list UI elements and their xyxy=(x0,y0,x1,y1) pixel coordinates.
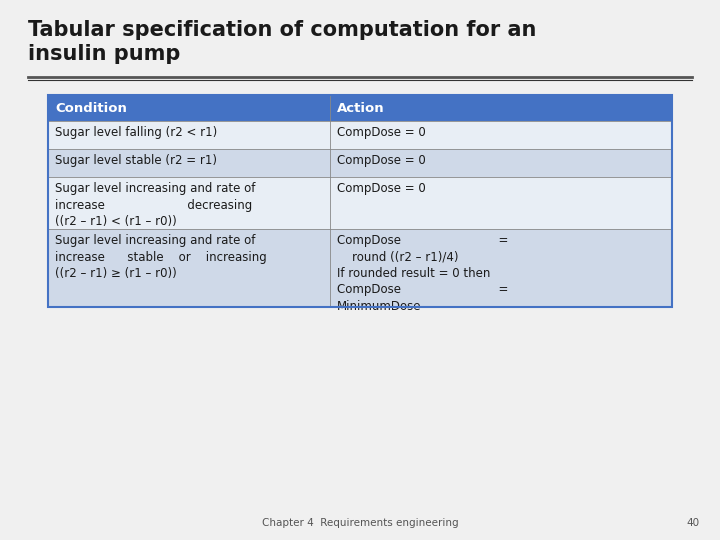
Text: Sugar level falling (r2 < r1): Sugar level falling (r2 < r1) xyxy=(55,126,217,139)
Bar xyxy=(48,121,672,149)
Text: CompDose = 0: CompDose = 0 xyxy=(337,182,426,195)
Text: Tabular specification of computation for an: Tabular specification of computation for… xyxy=(28,20,536,40)
Text: insulin pump: insulin pump xyxy=(28,44,181,64)
Bar xyxy=(48,229,672,307)
Text: Sugar level increasing and rate of
increase      stable    or    increasing
((r2: Sugar level increasing and rate of incre… xyxy=(55,234,266,280)
Text: Chapter 4  Requirements engineering: Chapter 4 Requirements engineering xyxy=(261,518,459,528)
Text: CompDose                          =
    round ((r2 – r1)/4)
If rounded result = : CompDose = round ((r2 – r1)/4) If rounde… xyxy=(337,234,508,313)
Text: Sugar level stable (r2 = r1): Sugar level stable (r2 = r1) xyxy=(55,154,217,167)
Text: Sugar level increasing and rate of
increase                      decreasing
((r2: Sugar level increasing and rate of incre… xyxy=(55,182,256,228)
Bar xyxy=(48,177,672,229)
Bar xyxy=(48,95,672,121)
Bar xyxy=(48,95,672,307)
Text: CompDose = 0: CompDose = 0 xyxy=(337,154,426,167)
Text: 40: 40 xyxy=(687,518,700,528)
Text: CompDose = 0: CompDose = 0 xyxy=(337,126,426,139)
Text: Condition: Condition xyxy=(55,102,127,114)
Bar xyxy=(48,149,672,177)
Text: Action: Action xyxy=(337,102,384,114)
